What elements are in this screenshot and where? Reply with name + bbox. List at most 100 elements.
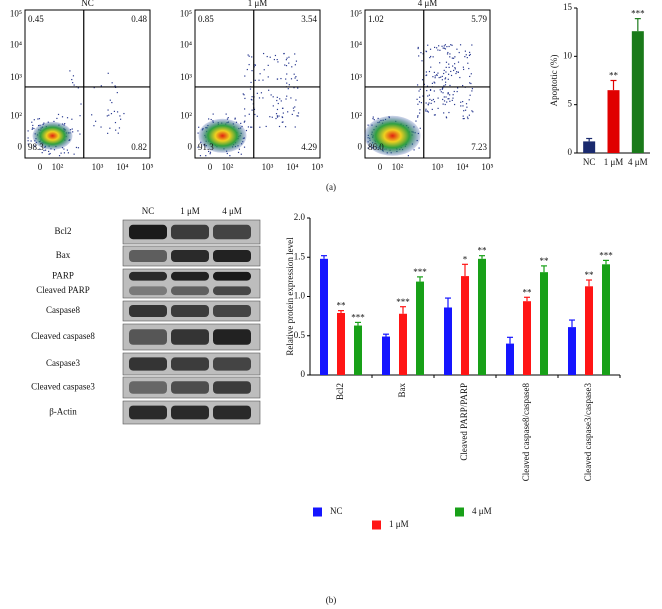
blot-row-label: PARP: [52, 270, 74, 280]
error-bar: [479, 255, 485, 259]
significance: **: [523, 287, 533, 297]
event-dot: [197, 132, 199, 134]
error-bar: [321, 255, 327, 259]
event-dot: [100, 85, 102, 87]
event-dot: [462, 115, 464, 117]
event-dot: [459, 44, 462, 46]
error-bar: [610, 79, 617, 91]
event-dot: [72, 75, 75, 77]
event-dot: [275, 117, 277, 120]
event-dot: [247, 54, 249, 56]
event-dot: [210, 118, 212, 121]
y-tick-label: 10³: [350, 72, 362, 82]
event-dot: [454, 68, 456, 70]
y-tick-label: 10⁵: [10, 9, 22, 19]
event-dot: [440, 91, 442, 93]
event-dot: [251, 56, 253, 58]
event-dot: [445, 61, 448, 63]
event-dot: [253, 108, 256, 110]
event-dot: [249, 88, 252, 90]
event-dot: [107, 109, 109, 111]
event-dot: [462, 84, 464, 87]
event-dot: [468, 114, 470, 116]
plot-frame: [364, 9, 491, 159]
event-dot: [234, 117, 236, 119]
event-dot: [64, 122, 66, 125]
event-dot: [470, 73, 472, 75]
error-bar: [569, 319, 575, 328]
event-dot: [243, 94, 245, 96]
event-dot: [429, 98, 431, 100]
blot-band: [213, 305, 251, 317]
event-dot: [91, 114, 93, 116]
event-dot: [468, 99, 470, 101]
significance: **: [337, 301, 347, 311]
event-dot: [416, 98, 418, 100]
x-tick-label: 0: [208, 162, 213, 172]
y-tick-label: 10⁵: [350, 9, 362, 19]
event-dot: [276, 96, 278, 98]
event-dot: [212, 113, 214, 115]
event-dot: [286, 95, 288, 97]
event-dot: [259, 126, 261, 128]
event-dot: [71, 78, 73, 81]
event-dot: [256, 92, 258, 94]
event-dot: [32, 124, 34, 127]
event-dot: [445, 116, 447, 118]
event-dot: [428, 94, 431, 96]
event-dot: [226, 152, 228, 155]
event-dot: [468, 67, 470, 70]
blot-column: NC: [142, 206, 155, 216]
event-dot: [292, 107, 295, 109]
event-dot: [197, 146, 199, 148]
event-dot: [450, 70, 452, 73]
event-dot: [434, 46, 436, 49]
event-dot: [428, 102, 430, 104]
y-tick-label: 1.0: [294, 291, 306, 301]
event-dot: [107, 132, 109, 134]
bar: [399, 313, 407, 375]
event-dot: [444, 48, 447, 50]
significance: **: [585, 270, 595, 280]
event-dot: [75, 146, 78, 149]
event-dot: [413, 149, 415, 151]
event-dot: [452, 65, 454, 67]
event-dot: [73, 153, 75, 155]
event-dot: [454, 67, 456, 69]
error-bar: [507, 336, 513, 344]
event-dot: [447, 51, 449, 54]
event-dot: [291, 66, 293, 68]
bar: [568, 327, 576, 375]
event-dot: [432, 98, 435, 101]
bar: [354, 325, 362, 375]
event-dot: [66, 117, 69, 119]
event-dot: [425, 108, 427, 110]
event-dot: [426, 89, 428, 92]
event-dot: [465, 103, 468, 105]
event-dot: [452, 94, 454, 96]
event-dot: [433, 71, 435, 73]
event-dot: [79, 115, 81, 117]
event-dot: [263, 69, 265, 71]
event-dot: [441, 79, 443, 81]
event-dot: [93, 87, 95, 89]
event-dot: [269, 116, 271, 118]
event-dot: [240, 153, 242, 155]
event-dot: [288, 84, 290, 86]
blot-band: [129, 329, 167, 345]
event-dot: [259, 73, 261, 75]
blot-band: [129, 224, 167, 240]
event-dot: [118, 127, 121, 129]
y-tick-label: 10³: [10, 72, 22, 82]
event-dot: [60, 152, 62, 154]
event-dot: [448, 98, 450, 100]
event-dot: [34, 145, 36, 147]
event-dot: [244, 75, 246, 77]
quadrant-value: 0.82: [131, 142, 147, 152]
quadrant-value: 7.23: [471, 142, 487, 152]
x-tick-label: Bax: [397, 383, 407, 398]
event-dot: [282, 112, 284, 114]
event-dot: [260, 92, 263, 94]
blot-band: [171, 381, 209, 394]
event-dot: [238, 148, 241, 150]
